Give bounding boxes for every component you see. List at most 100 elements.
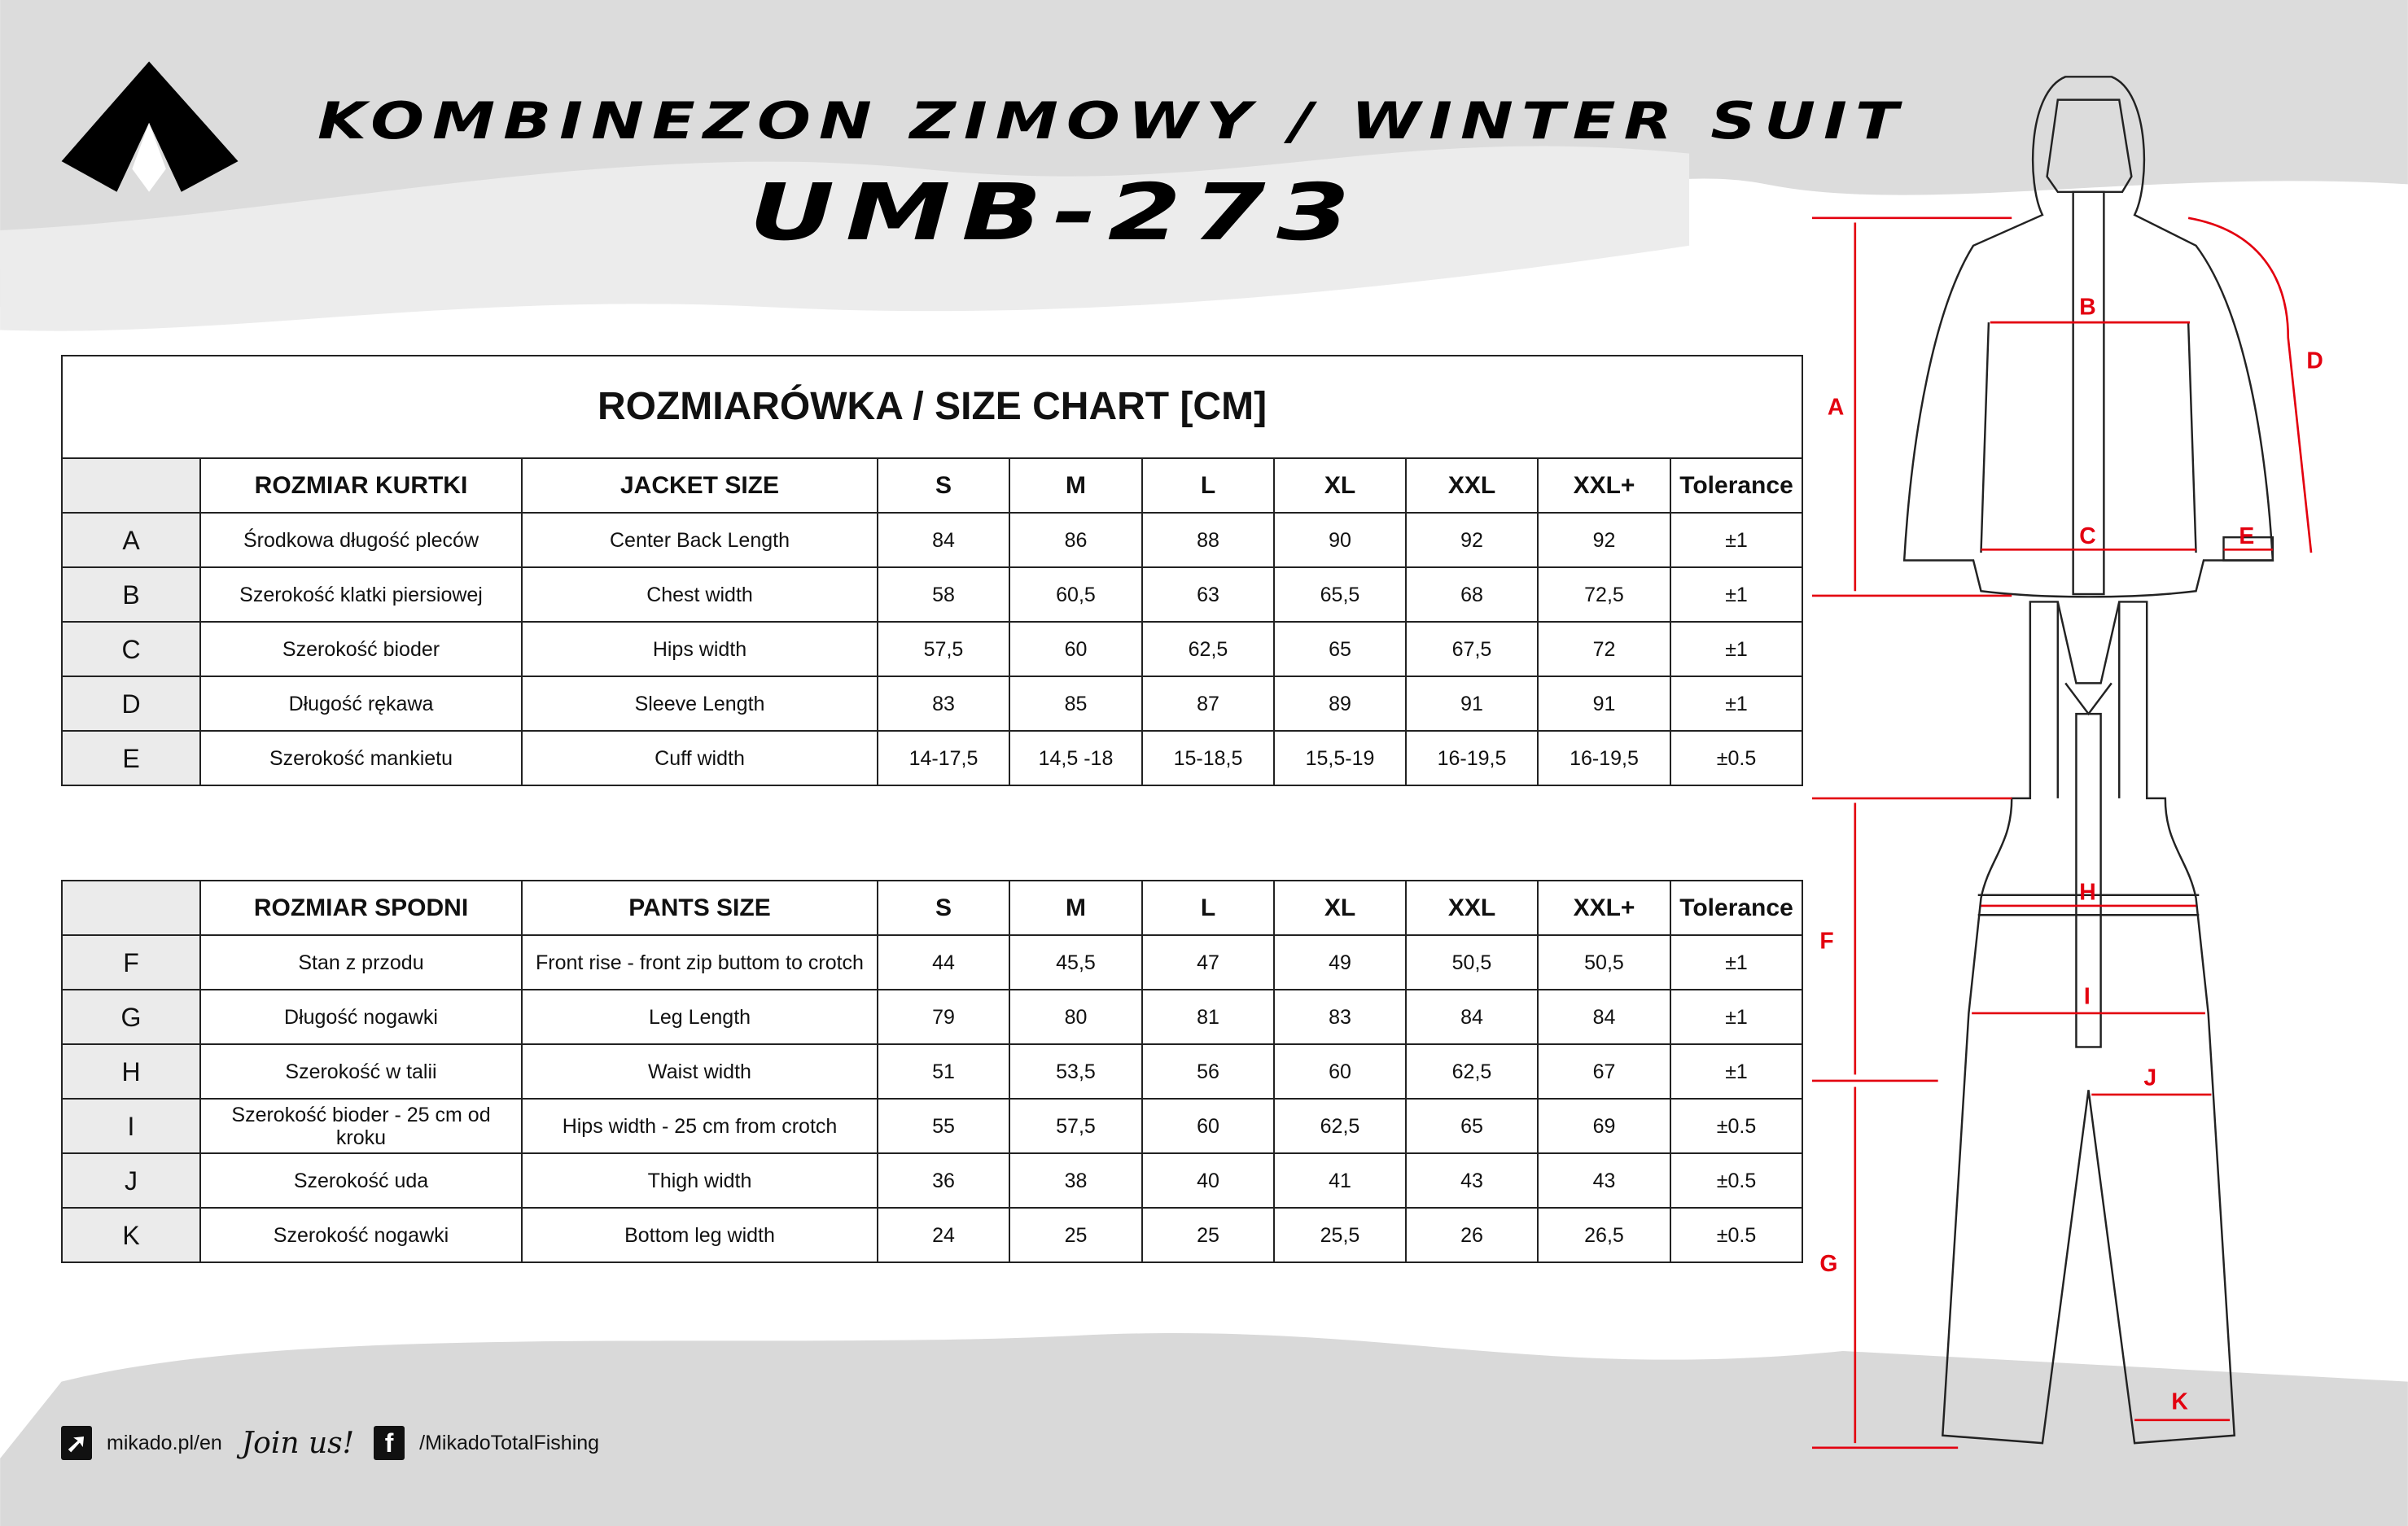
table-cell: 84	[1405, 989, 1539, 1045]
table-cell: 62,5	[1405, 1043, 1539, 1100]
table-cell: 87	[1141, 676, 1275, 732]
table-cell: 80	[1009, 989, 1143, 1045]
table-cell: 88	[1141, 512, 1275, 568]
table-cell: Hips width - 25 cm from crotch	[521, 1098, 878, 1154]
column-header: XXL	[1405, 880, 1539, 936]
table-cell: 47	[1141, 934, 1275, 990]
table-cell: 68	[1405, 566, 1539, 623]
column-header: ROZMIAR SPODNI	[199, 880, 523, 936]
table-cell: 62,5	[1141, 621, 1275, 677]
brush-stroke-top-light	[0, 146, 1690, 331]
row-key: K	[61, 1207, 201, 1263]
row-key: E	[61, 730, 201, 786]
table-cell: Szerokość nogawki	[199, 1207, 523, 1263]
table-cell: 26	[1405, 1207, 1539, 1263]
table-cell: Długość rękawa	[199, 676, 523, 732]
row-key: C	[61, 621, 201, 677]
table-cell: 65,5	[1273, 566, 1407, 623]
website-link[interactable]: mikado.pl/en	[107, 1431, 222, 1454]
table-cell: 62,5	[1273, 1098, 1407, 1154]
table-cell: ±1	[1670, 566, 1803, 623]
table-cell: 25,5	[1273, 1207, 1407, 1263]
brush-stroke-bottom	[0, 1333, 2408, 1526]
table-cell: 56	[1141, 1043, 1275, 1100]
table-cell: 16-19,5	[1537, 730, 1671, 786]
table-row: I Szerokość bioder - 25 cm od kroku Hips w…	[61, 1098, 1803, 1154]
table-cell: 49	[1273, 934, 1407, 990]
table-cell: 14,5 -18	[1009, 730, 1143, 786]
table-cell: 79	[877, 989, 1010, 1045]
table-cell: Szerokość klatki piersiowej	[199, 566, 523, 623]
row-key: A	[61, 512, 201, 568]
table-cell: ±0.5	[1670, 1152, 1803, 1209]
table-row: J Szerokość uda Thigh width 36 38 40 41 43 43 ±0.…	[61, 1152, 1803, 1209]
measurement-lines	[1811, 216, 2313, 1449]
column-header: XXL+	[1537, 457, 1671, 514]
mikado-logo	[61, 61, 239, 192]
table-cell: 24	[877, 1207, 1010, 1263]
table-cell: 92	[1537, 512, 1671, 568]
table-cell: 72	[1537, 621, 1671, 677]
column-header: JACKET SIZE	[521, 457, 878, 514]
diagram-label-h: H	[2079, 878, 2095, 904]
table-cell: 44	[877, 934, 1010, 990]
table-cell: 89	[1273, 676, 1407, 732]
table-row: C Szerokość bioder Hips width 57,5 60 62,5 65 6…	[61, 621, 1803, 677]
table-cell: Front rise - front zip buttom to crotch	[521, 934, 878, 990]
table-cell: 50,5	[1405, 934, 1539, 990]
table-cell: 84	[1537, 989, 1671, 1045]
row-key: D	[61, 676, 201, 732]
table-cell: ±1	[1670, 989, 1803, 1045]
table-cell: Thigh width	[521, 1152, 878, 1209]
table-cell: ±1	[1670, 676, 1803, 732]
column-header: L	[1141, 880, 1275, 936]
join-us-text: Join us!	[241, 1426, 355, 1460]
column-header	[61, 880, 201, 936]
size-chart-title: ROZMIARÓWKA / SIZE CHART [CM]	[61, 355, 1803, 459]
column-header: Tolerance	[1670, 880, 1803, 936]
table-cell: Waist width	[521, 1043, 878, 1100]
table-cell: 51	[877, 1043, 1010, 1100]
table-row: K Szerokość nogawki Bottom leg width 24 25 25…	[61, 1207, 1803, 1263]
row-key: H	[61, 1043, 201, 1100]
diagram-label-b: B	[2079, 294, 2095, 320]
model-number: UMB-273	[749, 167, 1361, 258]
table-row: B Szerokość klatki piersiowej Chest width 5…	[61, 566, 1803, 623]
table-cell: 60	[1141, 1098, 1275, 1154]
table-row: G Długość nogawki Leg Length 79 80 81 83 84 84 ±1	[61, 989, 1803, 1045]
table-cell: Hips width	[521, 621, 878, 677]
table-cell: 92	[1405, 512, 1539, 568]
table-cell: 40	[1141, 1152, 1275, 1209]
table-cell: 67	[1537, 1043, 1671, 1100]
table-cell: 84	[877, 512, 1010, 568]
table-cell: 25	[1009, 1207, 1143, 1263]
table-cell: 16-19,5	[1405, 730, 1539, 786]
table-cell: 43	[1405, 1152, 1539, 1209]
column-header: L	[1141, 457, 1275, 514]
table-cell: 55	[877, 1098, 1010, 1154]
pants-size-table: ROZMIAR SPODNI PANTS SIZE S M L XL XXL XXL+ Tole…	[61, 880, 1803, 1263]
table-cell: Cuff width	[521, 730, 878, 786]
table-cell: Długość nogawki	[199, 989, 523, 1045]
jacket-drawing	[1902, 76, 2274, 598]
table-cell: Szerokość w talii	[199, 1043, 523, 1100]
table-cell: 60	[1009, 621, 1143, 677]
diagram-label-j: J	[2143, 1065, 2156, 1091]
table-cell: 67,5	[1405, 621, 1539, 677]
table-cell: 81	[1141, 989, 1275, 1045]
table-row: A Środkowa długość pleców Center Back Leng…	[61, 512, 1803, 568]
table-cell: 69	[1537, 1098, 1671, 1154]
pants-drawing	[1942, 601, 2236, 1445]
column-header: XXL	[1405, 457, 1539, 514]
table-cell: ±1	[1670, 1043, 1803, 1100]
column-header: XL	[1273, 880, 1407, 936]
column-header: Tolerance	[1670, 457, 1803, 514]
table-cell: 36	[877, 1152, 1010, 1209]
table-cell: Chest width	[521, 566, 878, 623]
diagram-label-k: K	[2171, 1388, 2188, 1415]
row-key: F	[61, 934, 201, 990]
column-header: PANTS SIZE	[521, 880, 878, 936]
facebook-link[interactable]: /MikadoTotalFishing	[419, 1431, 600, 1454]
table-cell: 26,5	[1537, 1207, 1671, 1263]
